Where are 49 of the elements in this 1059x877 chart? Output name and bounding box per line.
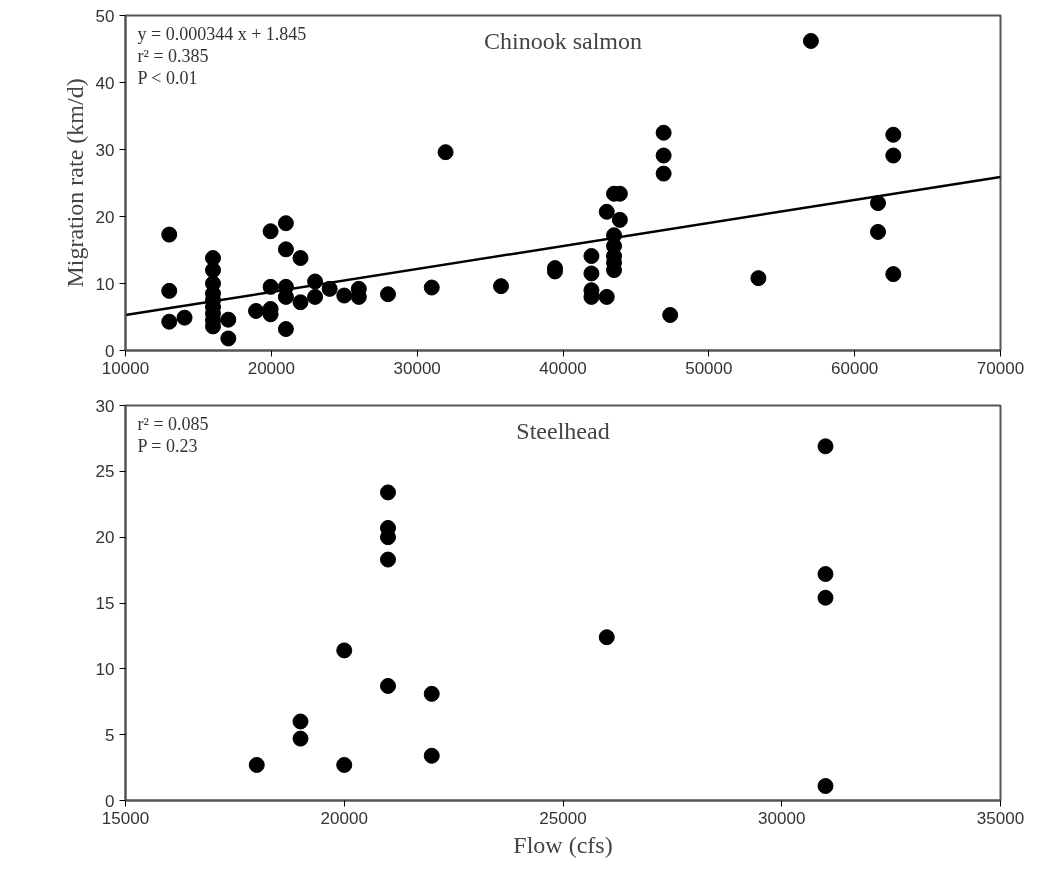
y-tick-label: 5 <box>105 725 115 745</box>
y-tick-label: 30 <box>95 140 115 160</box>
point <box>336 642 353 659</box>
y-axis-title: Migration rate (km/d) <box>61 78 88 288</box>
point <box>292 713 309 730</box>
x-tick-label: 60000 <box>831 358 879 378</box>
x-tick-label: 15000 <box>101 808 150 828</box>
y-tick-label: 0 <box>105 341 115 361</box>
y-tick-label: 30 <box>95 396 115 416</box>
y-tick-label: 15 <box>95 594 115 613</box>
annotation: r² = 0.085 <box>137 413 209 434</box>
y-tick-label: 10 <box>95 659 115 679</box>
x-tick-label: 30000 <box>393 358 441 378</box>
annotation: P < 0.01 <box>137 67 198 88</box>
y-tick-label: 20 <box>95 528 115 548</box>
point <box>817 438 834 455</box>
point <box>423 747 440 764</box>
point <box>380 551 396 568</box>
x-tick-label: 10000 <box>101 358 150 378</box>
text: Steelhead <box>516 417 610 444</box>
point <box>292 730 309 747</box>
point <box>817 778 834 794</box>
annotation: P = 0.23 <box>137 435 198 456</box>
x-tick-label: 25000 <box>539 808 587 828</box>
text: Chinook salmon <box>484 27 643 54</box>
x-tick-label: 70000 <box>976 358 1025 378</box>
y-tick-label: 50 <box>95 6 115 26</box>
point <box>380 484 396 501</box>
y-tick-label: 10 <box>95 274 115 294</box>
point <box>817 589 834 606</box>
point <box>817 566 834 583</box>
y-tick-label: 0 <box>105 791 115 811</box>
point <box>248 756 265 773</box>
point <box>598 629 615 646</box>
y-tick-label: 20 <box>95 207 115 227</box>
point <box>380 677 396 694</box>
annotation: y = 0.000344 x + 1.845 <box>137 23 307 44</box>
point <box>336 756 353 773</box>
x-tick-label: 20000 <box>320 808 368 828</box>
x-tick-label: 50000 <box>685 358 733 378</box>
x-axis-title: Flow (cfs) <box>513 831 613 858</box>
x-tick-label: 35000 <box>976 808 1025 828</box>
annotation: r² = 0.385 <box>137 45 209 66</box>
x-tick-label: 40000 <box>539 358 587 378</box>
x-tick-label: 20000 <box>247 358 295 378</box>
point <box>423 685 440 702</box>
y-tick-label: 40 <box>95 73 115 93</box>
y-tick-label: 25 <box>95 462 115 482</box>
x-tick-label: 30000 <box>758 808 806 828</box>
